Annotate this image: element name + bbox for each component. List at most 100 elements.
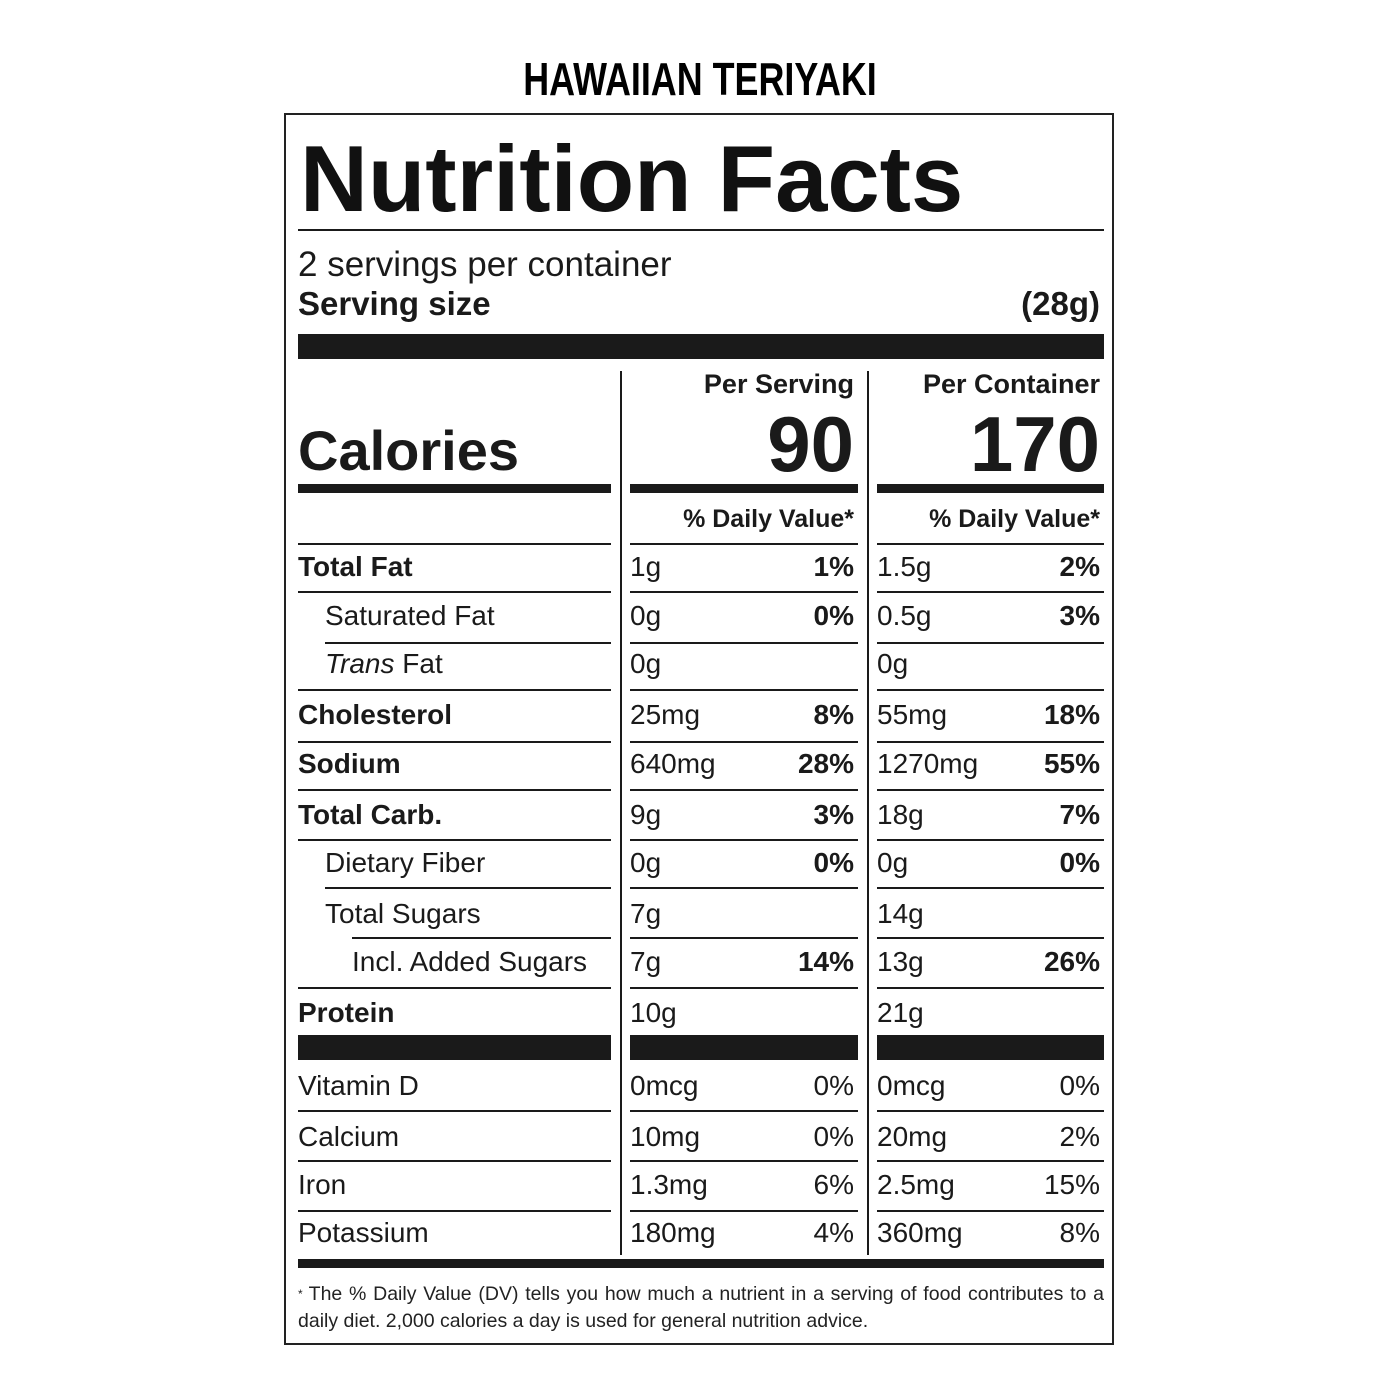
row-rule (877, 987, 1104, 989)
row-rule (630, 887, 858, 889)
row-rule (630, 789, 858, 791)
divider-thick (298, 334, 1104, 359)
serving-daily-value: 1% (813, 551, 854, 582)
serving-amount: 7g (630, 946, 662, 977)
nutrient-label: Protein (298, 997, 395, 1028)
serving-daily-value: 3% (813, 799, 854, 830)
container-daily-value: 55% (1043, 748, 1100, 779)
serving-daily-value: 6% (813, 1169, 854, 1200)
container-daily-value: 26% (1043, 946, 1100, 977)
serving-amount: 0g (630, 847, 662, 878)
container-amount: 13g (877, 946, 924, 977)
container-amount: 18g (877, 799, 924, 830)
container-amount: 1270mg (877, 748, 979, 779)
container-amount: 0mcg (877, 1070, 946, 1101)
serving-daily-value: 4% (813, 1217, 854, 1248)
calories-rule-serving (630, 484, 858, 493)
container-amount: 0g (877, 648, 909, 679)
serving-amount: 1.3mg (630, 1169, 708, 1200)
calories-per-container: 170 (969, 400, 1100, 488)
serving-amount: 25mg (630, 699, 701, 730)
serving-daily-value: 14% (797, 946, 854, 977)
servings-per-container: 2 servings per container (298, 245, 672, 284)
serving-daily-value: 0% (813, 1070, 854, 1101)
footnote-text: The % Daily Value (DV) tells you how muc… (298, 1283, 1104, 1332)
nutrient-label: Saturated Fat (325, 600, 495, 631)
container-amount: 2.5mg (877, 1169, 955, 1200)
row-rule (877, 789, 1104, 791)
container-daily-value: 3% (1059, 600, 1100, 631)
serving-daily-value: 0% (813, 847, 854, 878)
container-daily-value: 0% (1059, 1070, 1100, 1101)
row-rule (630, 741, 858, 743)
serving-daily-value: 0% (813, 600, 854, 631)
serving-size-label: Serving size (298, 285, 491, 322)
serving-amount: 1g (630, 551, 662, 582)
column-divider-serving (620, 371, 622, 1255)
row-rule (298, 1110, 611, 1112)
row-rule (877, 887, 1104, 889)
row-rule (630, 1210, 858, 1212)
column-divider-container (867, 371, 869, 1255)
serving-daily-value: 0% (813, 1121, 854, 1152)
nutrition-facts-title: Nutrition Facts (300, 126, 964, 231)
container-daily-value: 7% (1059, 799, 1100, 830)
container-amount: 21g (877, 997, 924, 1028)
footnote-mark: * (298, 1287, 303, 1301)
row-rule (325, 887, 611, 889)
calories-rule-label (298, 484, 611, 493)
serving-amount: 640mg (630, 748, 716, 779)
product-title: HAWAIIAN TERIYAKI (523, 53, 877, 105)
divider-thin (298, 229, 1104, 231)
nutrient-label: Dietary Fiber (325, 847, 486, 878)
nutrient-label: Total Fat (298, 551, 413, 582)
container-daily-value: 18% (1043, 699, 1100, 730)
calories-rule-container (877, 484, 1104, 493)
container-amount: 14g (877, 898, 924, 929)
row-rule (352, 937, 611, 939)
serving-amount: 10mg (630, 1121, 701, 1152)
container-amount: 360mg (877, 1217, 963, 1248)
row-rule (877, 839, 1104, 841)
nutrient-label: Trans Fat (325, 650, 443, 678)
container-daily-value: 0% (1059, 847, 1100, 878)
row-rule (877, 591, 1104, 593)
row-rule (298, 1160, 611, 1162)
micronutrient-label: Calcium (298, 1121, 400, 1152)
serving-daily-value: 8% (813, 699, 854, 730)
row-rule (298, 987, 611, 989)
row-rule (877, 543, 1104, 545)
row-rule (630, 642, 858, 644)
nutrient-label: Cholesterol (298, 699, 453, 730)
footnote: * The % Daily Value (DV) tells you how mu… (298, 1281, 1104, 1335)
container-daily-value: 15% (1043, 1169, 1100, 1200)
row-rule (630, 839, 858, 841)
micronutrient-label: Vitamin D (298, 1070, 419, 1101)
container-daily-value: 2% (1059, 551, 1100, 582)
container-daily-value: 8% (1059, 1217, 1100, 1248)
row-rule (630, 937, 858, 939)
row-rule (877, 689, 1104, 691)
row-rule (298, 591, 611, 593)
row-rule (298, 1210, 611, 1212)
serving-amount: 180mg (630, 1217, 716, 1248)
row-rule (877, 1160, 1104, 1162)
row-rule (877, 937, 1104, 939)
serving-size-value: (28g) (1021, 285, 1100, 322)
daily-value-header-container: % Daily Value* (929, 505, 1100, 533)
row-rule (630, 1110, 858, 1112)
calories-label: Calories (298, 419, 519, 482)
divider-thick-row (877, 1035, 1104, 1060)
nutrient-label-italic: Trans (325, 648, 395, 679)
micronutrient-label: Iron (298, 1169, 347, 1200)
serving-amount: 0g (630, 648, 662, 679)
row-rule (298, 839, 611, 841)
row-rule (630, 543, 858, 545)
row-rule (298, 689, 611, 691)
nutrient-label-rest: Fat (394, 648, 443, 679)
divider-bottom (298, 1259, 1104, 1268)
row-rule (877, 1110, 1104, 1112)
row-rule (877, 741, 1104, 743)
container-amount: 1.5g (877, 551, 932, 582)
row-rule (630, 1160, 858, 1162)
